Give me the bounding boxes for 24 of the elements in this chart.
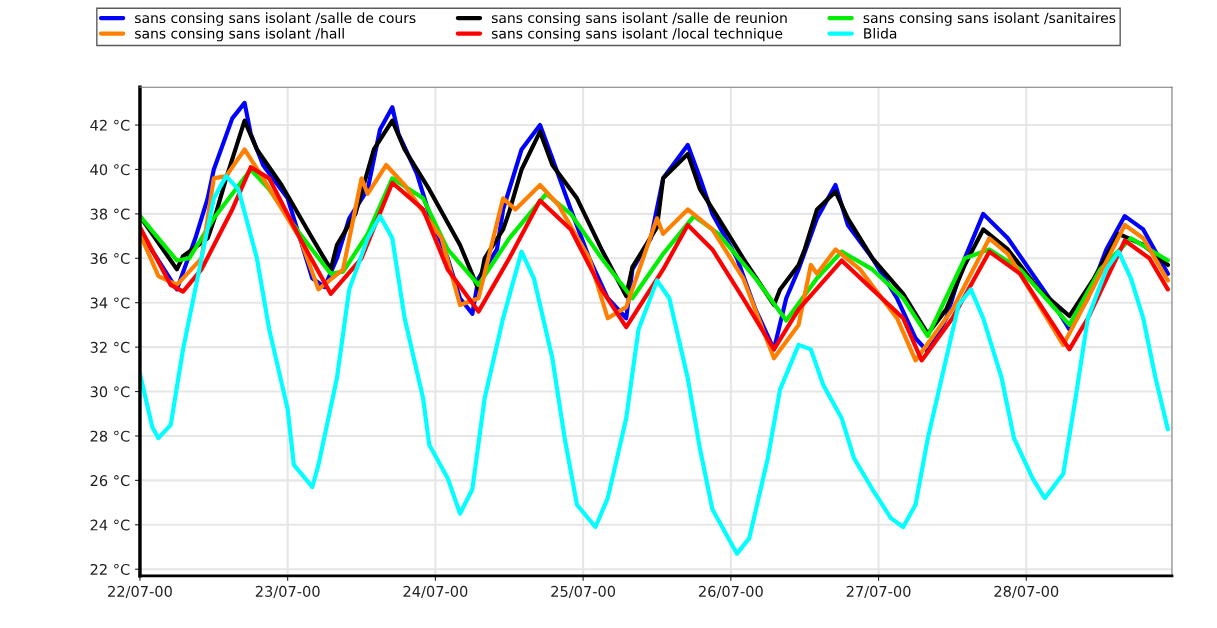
y-tick-label: 34 °C [90,297,130,309]
x-tick-label: 26/07-00 [699,585,763,599]
legend-label: sans consing sans isolant /salle de reunion [491,12,787,26]
legend-label: sans consing sans isolant /hall [135,27,344,42]
x-tick-label: 22/07-00 [108,585,172,599]
y-tick-label: 36 °C [90,253,130,265]
legend-label: sans consing sans isolant /local technique [491,27,783,42]
y-tick-label: 24 °C [90,519,130,531]
x-tick-label: 25/07-00 [551,585,616,599]
y-tick-label: 38 °C [90,208,130,220]
legend-label: sans consing sans isolant /sanitaires [863,12,1116,26]
x-tick-label: 23/07-00 [255,585,320,599]
y-tick-label: 26 °C [90,475,130,487]
y-tick-label: 42 °C [90,119,130,131]
x-tick-label: 24/07-00 [403,585,468,599]
y-tick-label: 22 °C [90,563,130,575]
x-tick-label: 27/07-00 [846,585,911,599]
y-tick-label: 32 °C [90,341,130,353]
x-tick-label: 28/07-00 [994,585,1059,599]
y-tick-label: 28 °C [90,430,130,442]
legend-label: sans consing sans isolant /salle de cours [135,12,416,26]
legend-label: Blida [864,27,897,39]
y-tick-label: 30 °C [90,386,130,398]
y-tick-label: 40 °C [90,164,130,176]
